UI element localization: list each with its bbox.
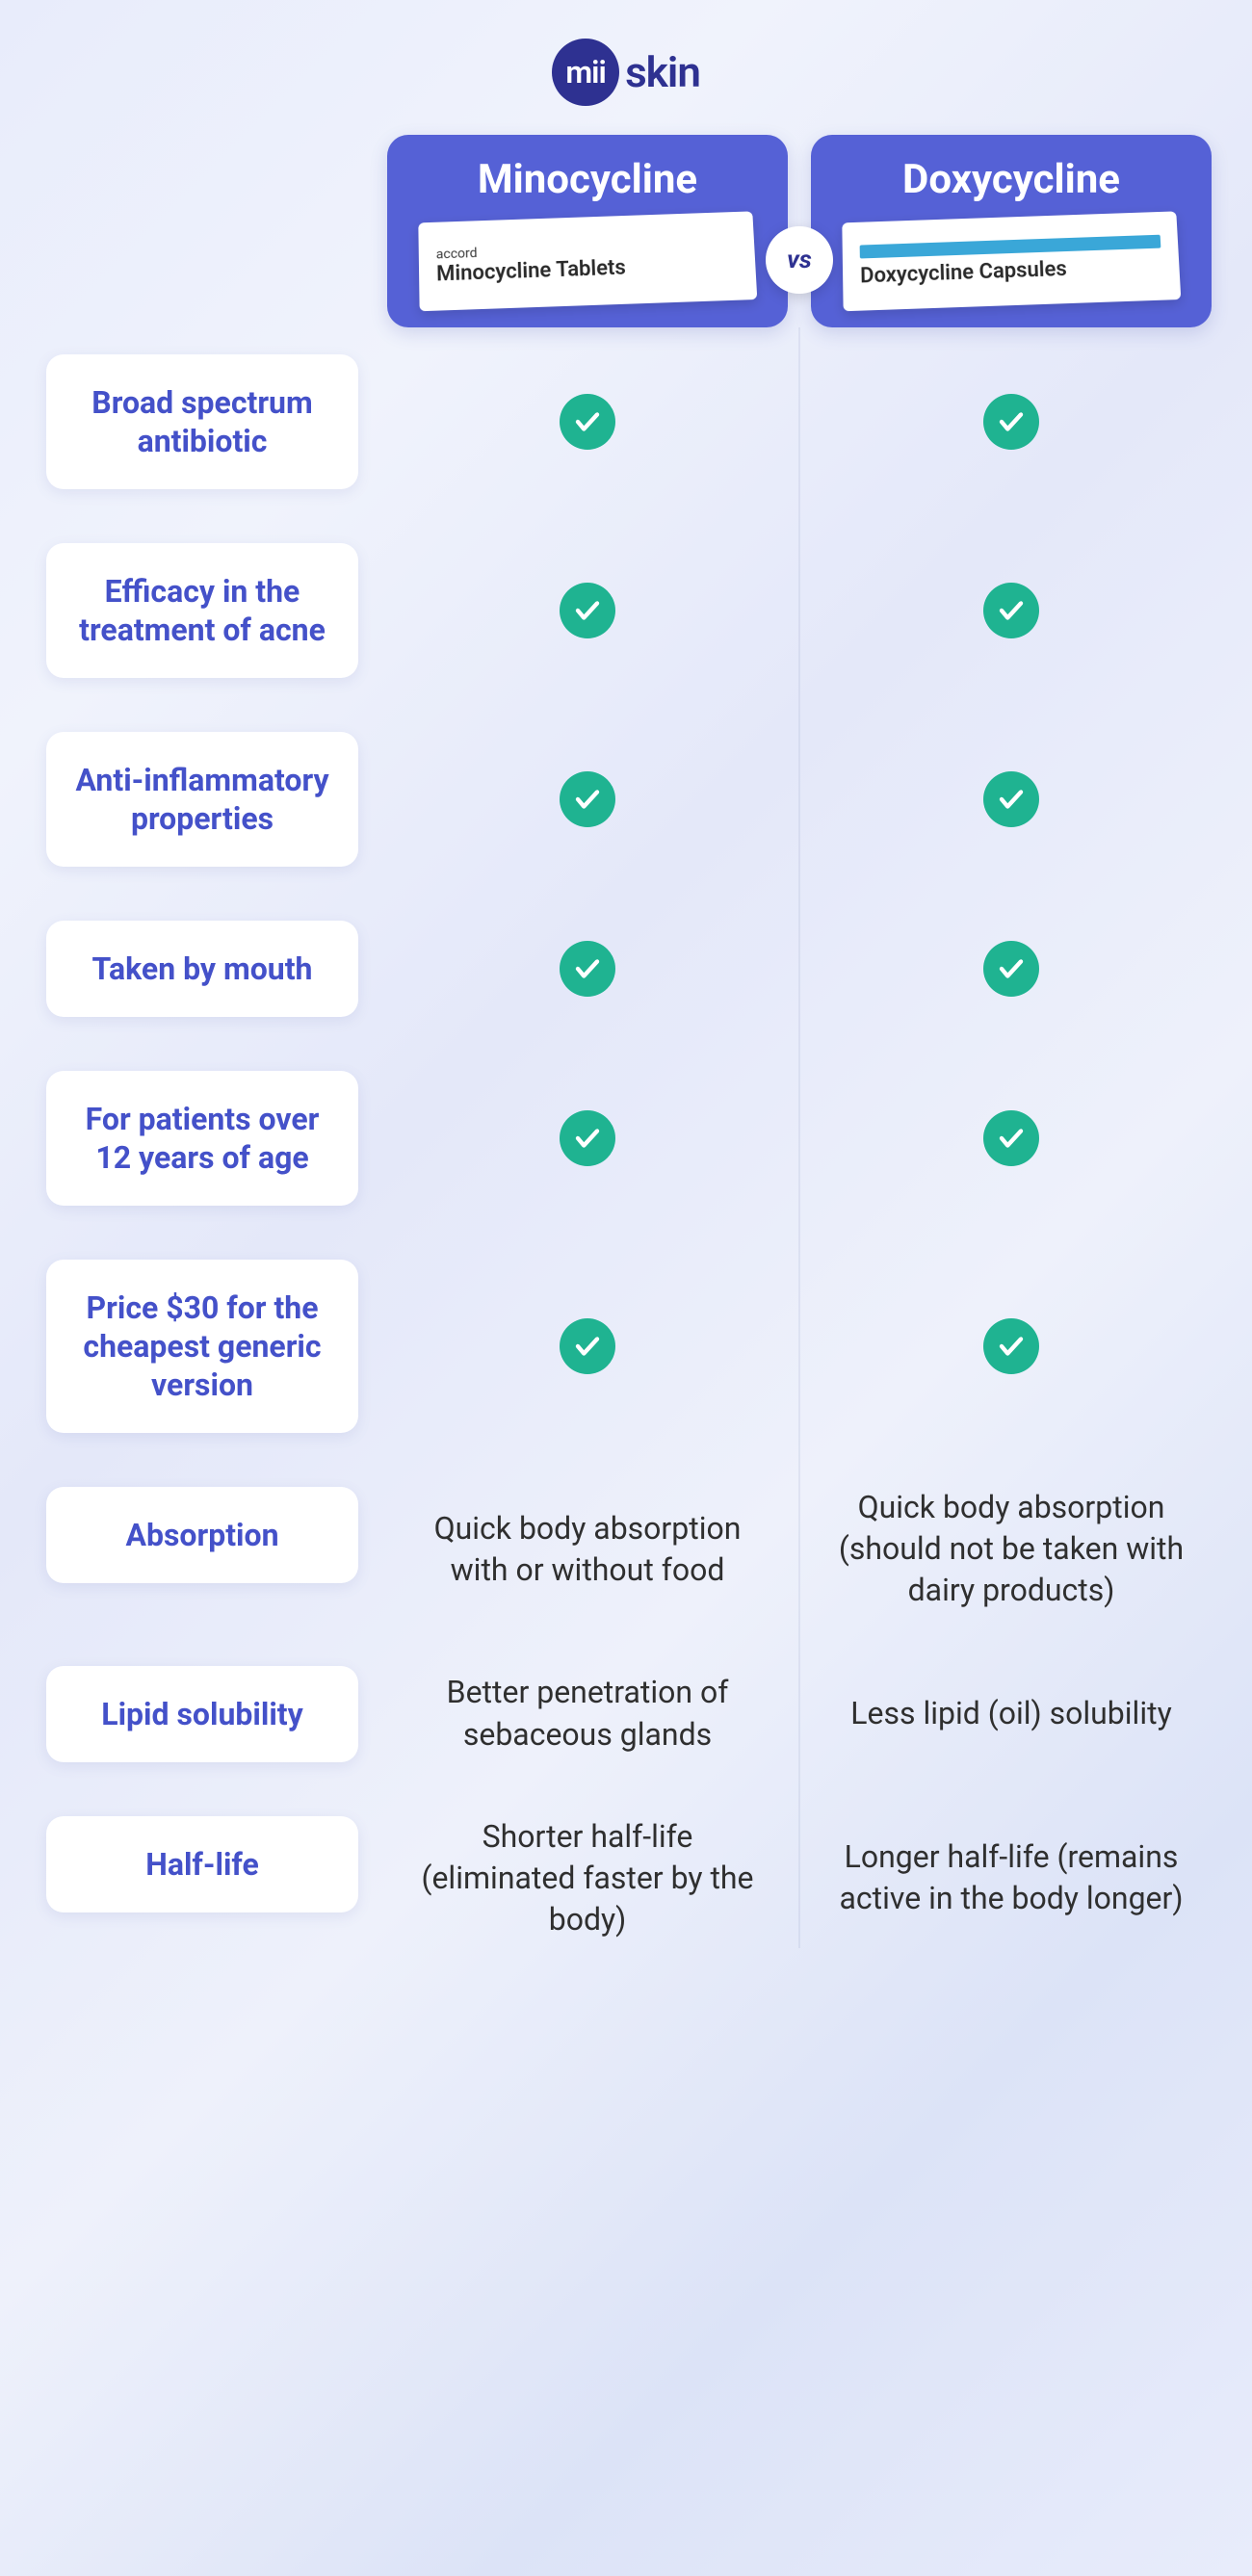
logo-text: skin: [625, 47, 700, 97]
value-text: Longer half-life (remains active in the …: [817, 1836, 1206, 1919]
row-label: Efficacy in the treatment of acne: [46, 543, 358, 678]
check-icon: [560, 583, 615, 638]
value-cell: [799, 894, 1223, 1044]
comparison-grid: Minocycline accord Minocycline Tablets D…: [29, 135, 1223, 1967]
row-label: For patients over 12 years of age: [46, 1071, 358, 1206]
value-cell: Quick body absorption with or without fo…: [376, 1460, 799, 1639]
check-icon: [983, 771, 1039, 827]
row-label: Absorption: [46, 1487, 358, 1583]
logo: mii skin: [29, 39, 1223, 106]
center-divider: [799, 327, 800, 1948]
column-a-title: Minocycline: [478, 156, 697, 203]
row-label-cell: Lipid solubility: [29, 1639, 376, 1789]
vs-badge: vs: [766, 226, 833, 294]
row-label-cell: Absorption: [29, 1460, 376, 1639]
value-text: Better penetration of sebaceous glands: [393, 1672, 782, 1755]
value-cell: Quick body absorption (should not be tak…: [799, 1460, 1223, 1639]
row-label-cell: Half-life: [29, 1789, 376, 1968]
column-b-package: Doxycycline Capsules: [843, 211, 1182, 311]
column-a-package: accord Minocycline Tablets: [419, 211, 758, 311]
check-icon: [983, 941, 1039, 997]
row-label: Anti-inflammatory properties: [46, 732, 358, 867]
value-cell: [799, 1233, 1223, 1460]
row-label-cell: For patients over 12 years of age: [29, 1044, 376, 1233]
row-label: Taken by mouth: [46, 921, 358, 1017]
pkg-name: Doxycycline Capsules: [860, 253, 1162, 288]
value-text: Less lipid (oil) solubility: [829, 1693, 1192, 1734]
column-b-title: Doxycycline: [902, 156, 1120, 203]
value-cell: [376, 894, 799, 1044]
value-cell: Better penetration of sebaceous glands: [376, 1639, 799, 1789]
check-icon: [560, 771, 615, 827]
value-text: Quick body absorption (should not be tak…: [817, 1487, 1206, 1612]
logo-mark: mii: [552, 39, 619, 106]
value-cell: [376, 327, 799, 516]
value-cell: [376, 516, 799, 705]
column-a-header: Minocycline accord Minocycline Tablets: [387, 135, 788, 327]
check-icon: [560, 394, 615, 450]
value-cell: [799, 1044, 1223, 1233]
check-icon: [983, 1110, 1039, 1166]
row-label: Lipid solubility: [46, 1666, 358, 1762]
check-icon: [983, 394, 1039, 450]
column-b-header: Doxycycline Doxycycline Capsules: [811, 135, 1212, 327]
check-icon: [560, 941, 615, 997]
value-cell: Longer half-life (remains active in the …: [799, 1789, 1223, 1968]
row-label-cell: Broad spectrum antibiotic: [29, 327, 376, 516]
row-label-cell: Taken by mouth: [29, 894, 376, 1044]
value-cell: [799, 327, 1223, 516]
value-text: Quick body absorption with or without fo…: [393, 1508, 782, 1591]
row-label-cell: Efficacy in the treatment of acne: [29, 516, 376, 705]
row-label-cell: Price $30 for the cheapest generic versi…: [29, 1233, 376, 1460]
check-icon: [983, 1318, 1039, 1374]
row-label: Half-life: [46, 1816, 358, 1912]
header-spacer: [29, 135, 376, 327]
value-cell: Less lipid (oil) solubility: [799, 1639, 1223, 1789]
value-cell: [376, 705, 799, 894]
check-icon: [983, 583, 1039, 638]
row-label: Broad spectrum antibiotic: [46, 354, 358, 489]
value-text: Shorter half-life (eliminated faster by …: [393, 1816, 782, 1941]
check-icon: [560, 1110, 615, 1166]
check-icon: [560, 1318, 615, 1374]
value-cell: [376, 1233, 799, 1460]
value-cell: [376, 1044, 799, 1233]
value-cell: [799, 705, 1223, 894]
row-label: Price $30 for the cheapest generic versi…: [46, 1260, 358, 1433]
value-cell: Shorter half-life (eliminated faster by …: [376, 1789, 799, 1968]
row-label-cell: Anti-inflammatory properties: [29, 705, 376, 894]
value-cell: [799, 516, 1223, 705]
